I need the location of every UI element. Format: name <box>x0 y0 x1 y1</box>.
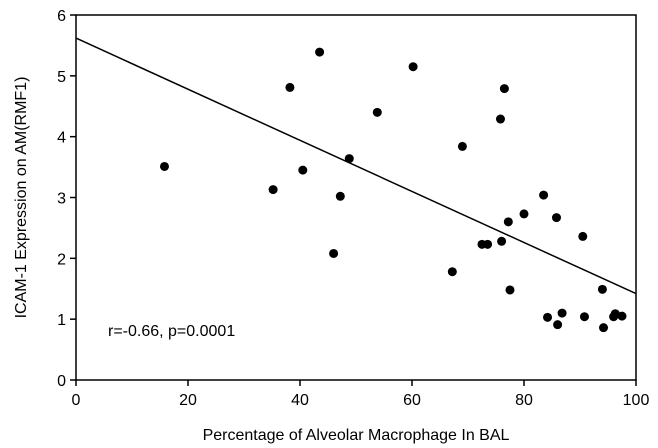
x-axis-ticks: 0 20 40 60 80 100 <box>72 380 650 409</box>
y-tick-label: 6 <box>57 8 66 25</box>
x-tick-label: 60 <box>403 392 421 409</box>
data-point <box>408 62 418 72</box>
data-point <box>553 320 563 330</box>
data-point <box>344 154 354 164</box>
data-point <box>543 312 553 322</box>
y-tick-label: 0 <box>57 373 66 390</box>
data-point <box>597 284 607 294</box>
data-point <box>499 84 509 94</box>
x-tick-label: 80 <box>515 392 533 409</box>
y-axis-ticks: 0 1 2 3 4 5 6 <box>57 8 76 390</box>
data-point <box>557 308 567 318</box>
data-point <box>539 190 549 200</box>
x-tick-label: 20 <box>179 392 197 409</box>
y-tick-label: 5 <box>57 69 66 86</box>
data-point <box>285 82 295 92</box>
x-tick-label: 40 <box>291 392 309 409</box>
data-point <box>599 323 609 333</box>
data-point <box>315 47 325 57</box>
data-point <box>551 213 561 223</box>
data-point <box>497 236 507 246</box>
data-point <box>495 114 505 124</box>
y-tick-label: 2 <box>57 251 66 268</box>
y-tick-label: 1 <box>57 312 66 329</box>
x-tick-label: 100 <box>623 392 650 409</box>
data-point <box>579 312 589 322</box>
y-axis-title: ICAM-1 Expression on AM(RMF1) <box>13 77 30 319</box>
data-point <box>483 239 493 249</box>
data-point <box>457 141 467 151</box>
data-point <box>617 311 627 321</box>
data-point <box>268 185 278 195</box>
data-point <box>159 161 169 171</box>
data-point <box>372 107 382 117</box>
x-axis-title: Percentage of Alveolar Macrophage In BAL <box>203 427 510 444</box>
correlation-annotation: r=-0.66, p=0.0001 <box>108 323 235 340</box>
x-tick-label: 0 <box>72 392 81 409</box>
data-point <box>335 191 345 201</box>
y-tick-label: 3 <box>57 191 66 208</box>
data-point <box>505 285 515 295</box>
data-points <box>159 47 627 333</box>
data-point <box>329 248 339 258</box>
data-point <box>298 165 308 175</box>
data-point <box>519 209 529 219</box>
data-point <box>578 231 588 241</box>
y-tick-label: 4 <box>57 130 66 147</box>
data-point <box>447 267 457 277</box>
regression-line <box>75 37 637 295</box>
data-point <box>503 217 513 227</box>
